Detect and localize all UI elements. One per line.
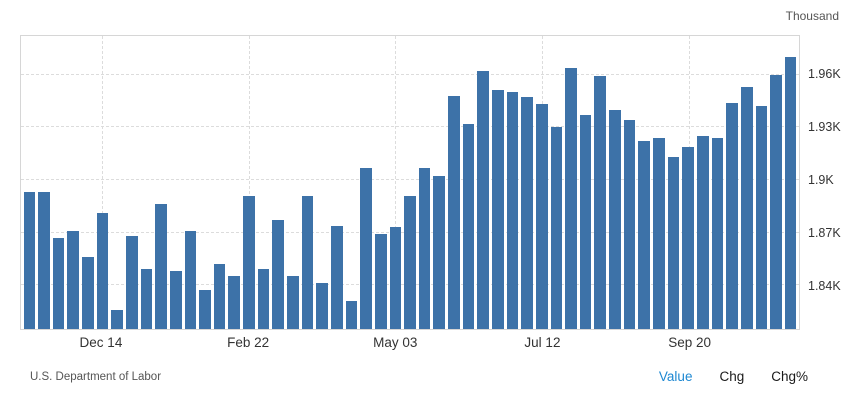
- bar[interactable]: [696, 136, 709, 329]
- bar[interactable]: [492, 90, 504, 329]
- bar[interactable]: [67, 230, 80, 329]
- bar[interactable]: [257, 269, 270, 329]
- bar[interactable]: [609, 109, 621, 329]
- y-axis-tick-label: 1.93K: [808, 119, 841, 134]
- x-axis-tick-label: Sep 20: [668, 335, 712, 350]
- bar[interactable]: [535, 104, 548, 329]
- bar[interactable]: [462, 123, 475, 329]
- bar[interactable]: [521, 97, 533, 329]
- bar[interactable]: [38, 192, 50, 329]
- bar[interactable]: [638, 141, 651, 329]
- bar[interactable]: [784, 57, 797, 329]
- bar[interactable]: [726, 102, 738, 329]
- bar[interactable]: [96, 213, 109, 329]
- bar[interactable]: [667, 157, 680, 329]
- bar[interactable]: [184, 230, 197, 329]
- y-axis-tick-label: 1.9K: [808, 172, 834, 187]
- bar[interactable]: [433, 176, 446, 329]
- x-axis-tick-label: May 03: [373, 335, 418, 350]
- y-axis-unit-label: Thousand: [785, 9, 839, 23]
- bar[interactable]: [682, 146, 694, 329]
- bar[interactable]: [125, 236, 138, 329]
- y-axis-tick-label: 1.84K: [808, 278, 841, 293]
- bar[interactable]: [23, 192, 36, 329]
- gridline-horizontal: [21, 73, 799, 75]
- bar[interactable]: [623, 120, 636, 329]
- bar[interactable]: [111, 309, 123, 329]
- bar[interactable]: [755, 106, 768, 329]
- bar[interactable]: [565, 67, 577, 329]
- y-axis-tick-label: 1.96K: [808, 66, 841, 81]
- bar[interactable]: [243, 195, 255, 329]
- toggle-chg-pct[interactable]: Chg%: [771, 369, 808, 384]
- bar[interactable]: [213, 264, 226, 329]
- series-toggles: Value Chg Chg%: [659, 369, 808, 384]
- bar[interactable]: [711, 137, 724, 329]
- x-axis-tick-label: Dec 14: [79, 335, 123, 350]
- x-axis-tick-label: Feb 22: [227, 335, 270, 350]
- bar[interactable]: [374, 234, 387, 329]
- bar[interactable]: [448, 95, 460, 329]
- bar[interactable]: [272, 220, 285, 329]
- bar[interactable]: [404, 195, 416, 329]
- bar[interactable]: [594, 76, 607, 329]
- bar[interactable]: [770, 74, 782, 329]
- gridline-vertical: [248, 36, 250, 329]
- y-axis-tick-label: 1.87K: [808, 225, 841, 240]
- x-axis: Dec 14 Feb 22 May 03 Jul 12 Sep 20: [20, 335, 800, 353]
- bar[interactable]: [301, 195, 314, 329]
- bar[interactable]: [389, 227, 402, 329]
- toggle-chg[interactable]: Chg: [719, 369, 745, 384]
- source-label: U.S. Department of Labor: [30, 371, 162, 383]
- gridline-vertical: [101, 36, 103, 329]
- bars-container: [21, 36, 799, 329]
- bar[interactable]: [316, 283, 328, 329]
- bar[interactable]: [155, 204, 167, 329]
- bar[interactable]: [550, 127, 563, 329]
- bar[interactable]: [345, 300, 358, 329]
- bar[interactable]: [418, 167, 431, 329]
- y-axis: 1.84K 1.87K 1.9K 1.93K 1.96K: [808, 35, 852, 330]
- gridline-horizontal: [21, 126, 799, 128]
- bar[interactable]: [579, 114, 592, 329]
- bar[interactable]: [653, 137, 665, 329]
- bar[interactable]: [52, 237, 65, 329]
- bar[interactable]: [199, 290, 211, 329]
- gridline-vertical: [395, 36, 397, 329]
- bar[interactable]: [360, 167, 372, 329]
- toggle-value[interactable]: Value: [658, 369, 693, 384]
- bar[interactable]: [506, 92, 519, 329]
- bar[interactable]: [477, 71, 489, 329]
- bar[interactable]: [287, 276, 299, 329]
- bar[interactable]: [330, 225, 343, 329]
- bar[interactable]: [140, 269, 153, 329]
- bar[interactable]: [228, 276, 241, 329]
- bar[interactable]: [82, 257, 94, 329]
- gridline-horizontal: [21, 178, 799, 180]
- bar[interactable]: [740, 86, 753, 329]
- plot-area: [20, 35, 800, 330]
- bar[interactable]: [169, 271, 182, 329]
- x-axis-tick-label: Jul 12: [524, 335, 561, 350]
